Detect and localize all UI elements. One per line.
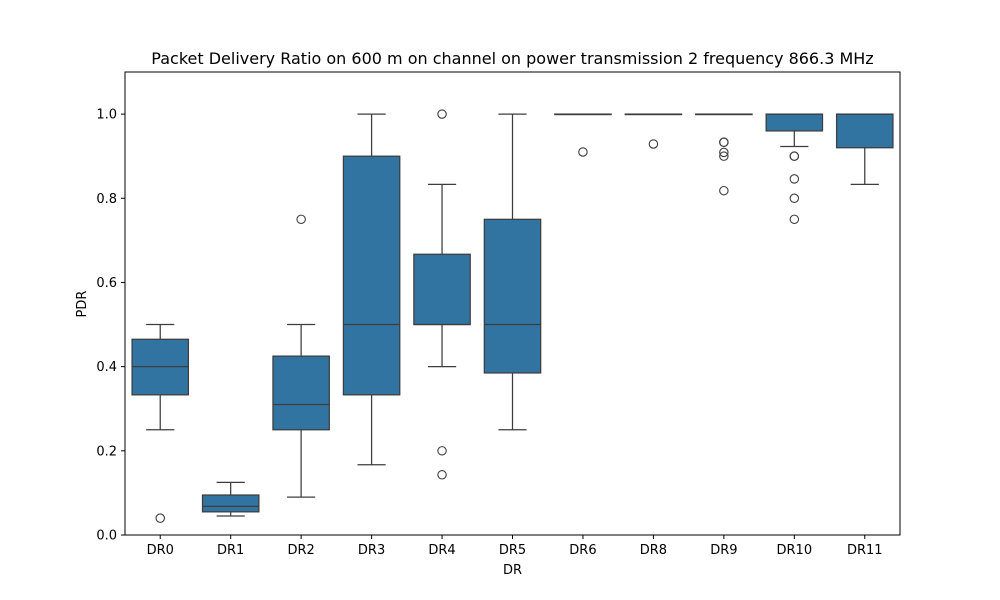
plot-area: 0.0 0.2 0.4 0.6 0.8 1.0 DR0 DR1 DR2 DR3 DR4 DR5 DR6 D… <box>96 71 901 558</box>
outlier-point <box>789 214 800 225</box>
outlier-point <box>719 151 729 161</box>
x-axis-label: DR <box>503 563 522 578</box>
y-tick-label: 0.2 <box>96 444 117 459</box>
box-dr4 <box>413 109 471 480</box>
y-tick-label: 0.8 <box>96 192 117 207</box>
outlier-point <box>719 137 729 148</box>
box-dr5 <box>483 113 542 431</box>
outlier-point <box>719 147 729 158</box>
x-tick-label: DR4 <box>428 543 455 558</box>
box-dr9 <box>695 113 753 196</box>
x-tick-label: DR0 <box>147 543 174 558</box>
box-dr3 <box>342 113 401 466</box>
box-dr6 <box>554 113 612 157</box>
y-tick-label: 0.6 <box>96 276 117 291</box>
iqr-box <box>835 113 894 149</box>
x-tick-label: DR2 <box>287 543 314 558</box>
outlier-point <box>789 174 800 184</box>
box-dr11 <box>835 113 894 186</box>
iqr-box <box>765 113 824 132</box>
box-dr0 <box>131 323 190 523</box>
axes-frame <box>124 71 901 536</box>
y-tick-label: 0.0 <box>96 529 117 544</box>
x-tick-label: DR9 <box>710 543 737 558</box>
box-dr10 <box>765 113 824 225</box>
y-tick-label: 0.4 <box>96 360 117 375</box>
x-tick-label: DR10 <box>777 543 813 558</box>
iqr-box <box>413 253 471 326</box>
iqr-box <box>483 218 542 374</box>
outlier-point <box>719 185 729 196</box>
outlier-point <box>789 193 800 204</box>
box-dr8 <box>624 113 683 149</box>
x-tick-label: DR3 <box>358 543 385 558</box>
outlier-point <box>648 139 659 149</box>
iqr-box <box>272 355 330 431</box>
iqr-box <box>342 155 401 396</box>
y-axis-label: PDR <box>75 291 90 318</box>
outlier-point <box>296 214 306 225</box>
chart-title: Packet Delivery Ratio on 600 m on channe… <box>151 49 873 68</box>
iqr-box <box>201 494 260 513</box>
box-dr2 <box>272 214 330 498</box>
outlier-point <box>155 513 165 523</box>
x-tick-label: DR8 <box>640 543 667 558</box>
y-tick-label: 1.0 <box>96 108 117 123</box>
x-tick-label: DR11 <box>847 543 883 558</box>
x-tick-label: DR5 <box>499 543 526 558</box>
box-dr1 <box>201 481 260 517</box>
x-tick-label: DR6 <box>569 543 596 558</box>
outlier-point <box>578 147 588 157</box>
outlier-point <box>789 151 800 161</box>
outlier-point <box>437 109 447 119</box>
outlier-point <box>437 470 447 480</box>
outlier-point <box>437 446 447 456</box>
x-tick-label: DR1 <box>217 543 244 558</box>
